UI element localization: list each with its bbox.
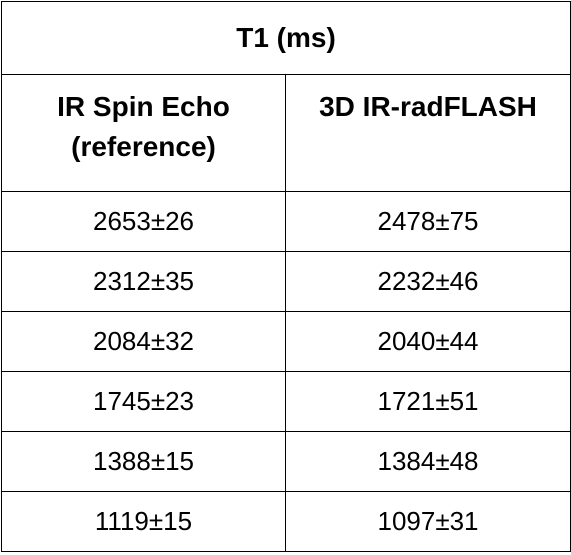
cell: 1384±48 [284,431,571,492]
data-row: 2653±26 2478±75 [1,191,571,252]
table-title: T1 (ms) [0,1,571,75]
cell: 2478±75 [284,191,571,252]
cell: 2084±32 [1,311,286,372]
cell: 2312±35 [1,251,286,312]
header-row: IR Spin Echo (reference) 3D IR-radFLASH [1,74,571,192]
cell: 1388±15 [1,431,286,492]
cell: 1721±51 [284,371,571,432]
data-row: 2084±32 2040±44 [1,311,571,372]
title-row: T1 (ms) [0,1,571,75]
column-header: 3D IR-radFLASH [284,74,571,192]
cell: 2232±46 [284,251,571,312]
data-row: 1745±23 1721±51 [1,371,571,432]
data-row: 2312±35 2232±46 [1,251,571,312]
cell: 1119±15 [1,491,286,552]
column-header: IR Spin Echo (reference) [1,74,286,192]
cell: 2653±26 [1,191,286,252]
cell: 2040±44 [284,311,571,372]
cell: 1097±31 [284,491,571,552]
data-row: 1388±15 1384±48 [1,431,571,492]
data-row: 1119±15 1097±31 [1,491,571,552]
cell: 1745±23 [1,371,286,432]
table-body: 2653±26 2478±75 2312±35 2232±46 2084±32 2040±… [1,191,571,552]
